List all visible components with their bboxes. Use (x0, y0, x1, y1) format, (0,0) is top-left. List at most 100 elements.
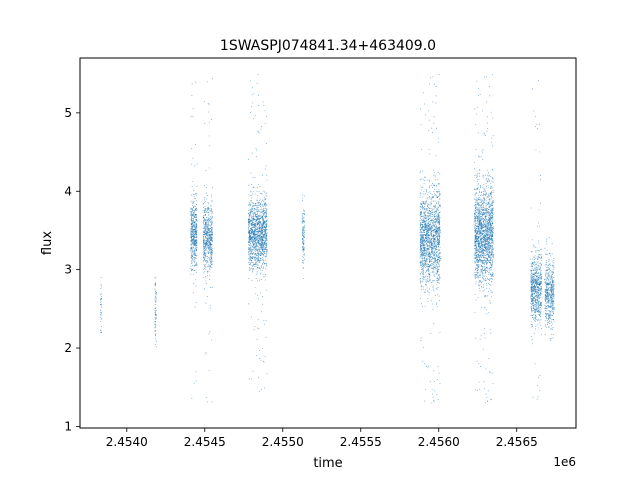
data-point (262, 263, 263, 264)
data-point (265, 262, 267, 264)
data-point (204, 264, 206, 266)
data-point (191, 251, 193, 253)
data-point (420, 214, 422, 216)
data-point (420, 242, 422, 244)
data-point (203, 235, 205, 237)
data-point (422, 252, 424, 254)
data-point (204, 223, 206, 225)
data-point (249, 245, 250, 247)
data-point (190, 200, 192, 202)
data-point (259, 211, 261, 213)
data-point (258, 132, 260, 134)
data-point (194, 248, 196, 249)
data-point (426, 269, 428, 271)
data-point (486, 229, 488, 231)
data-point (431, 234, 433, 236)
data-point (434, 253, 436, 255)
data-point (211, 255, 213, 257)
data-point (256, 263, 258, 265)
data-point (195, 263, 197, 265)
data-point (302, 220, 304, 222)
data-point (426, 280, 428, 282)
data-point (436, 267, 438, 269)
data-point (256, 249, 258, 251)
data-point (256, 273, 258, 275)
data-point (205, 233, 207, 235)
data-point (209, 331, 211, 333)
data-point (209, 246, 211, 247)
data-point (263, 262, 265, 264)
data-point (262, 260, 264, 262)
data-point (196, 204, 198, 206)
data-point (193, 242, 195, 244)
data-point (427, 208, 428, 210)
data-point (190, 210, 192, 212)
data-point (436, 219, 437, 221)
data-point (259, 220, 261, 222)
data-point (206, 187, 208, 189)
data-point (259, 243, 261, 245)
data-point (253, 232, 255, 234)
data-point (255, 228, 257, 230)
data-point (436, 282, 438, 284)
data-point (431, 235, 433, 237)
data-point (192, 243, 194, 245)
data-point (210, 247, 212, 249)
data-point (257, 257, 259, 259)
data-point (193, 257, 195, 259)
data-point (251, 183, 253, 185)
data-point (486, 287, 488, 289)
data-point (425, 234, 427, 235)
data-point (249, 219, 251, 221)
data-point (249, 234, 251, 236)
data-point (207, 206, 209, 208)
data-point (263, 236, 265, 238)
data-point (259, 209, 261, 211)
data-point (191, 220, 192, 222)
data-point (476, 176, 478, 177)
data-point (257, 218, 259, 220)
data-point (191, 211, 193, 213)
data-point (260, 205, 261, 207)
data-point (476, 242, 478, 244)
data-point (424, 202, 426, 204)
data-point (204, 276, 206, 278)
data-point (210, 210, 212, 212)
data-point (477, 264, 479, 266)
data-point (424, 291, 426, 293)
data-point (432, 238, 434, 240)
data-point (261, 230, 263, 232)
data-point (428, 210, 430, 212)
data-point (255, 293, 257, 294)
data-point (489, 201, 491, 202)
data-point (266, 220, 267, 222)
data-point (205, 242, 207, 244)
data-point (434, 200, 436, 202)
data-point (419, 219, 421, 221)
data-point (251, 234, 253, 236)
data-point (432, 288, 434, 290)
data-point (249, 209, 251, 211)
data-point (434, 216, 436, 218)
data-point (431, 258, 433, 260)
data-point (249, 270, 251, 272)
data-point (432, 251, 434, 252)
data-point (211, 210, 213, 212)
data-point (258, 234, 260, 236)
data-point (433, 208, 435, 210)
data-point (259, 202, 261, 204)
data-point (209, 250, 211, 252)
data-point (438, 266, 439, 267)
data-point (262, 199, 264, 201)
data-point (264, 260, 266, 261)
data-point (434, 266, 436, 268)
data-point (191, 186, 193, 187)
data-point (425, 237, 427, 239)
data-point (191, 228, 193, 230)
data-point (205, 226, 207, 228)
data-point (251, 264, 253, 266)
data-point (211, 250, 213, 252)
data-point (261, 215, 263, 217)
data-point (439, 220, 441, 222)
data-point (100, 295, 102, 297)
